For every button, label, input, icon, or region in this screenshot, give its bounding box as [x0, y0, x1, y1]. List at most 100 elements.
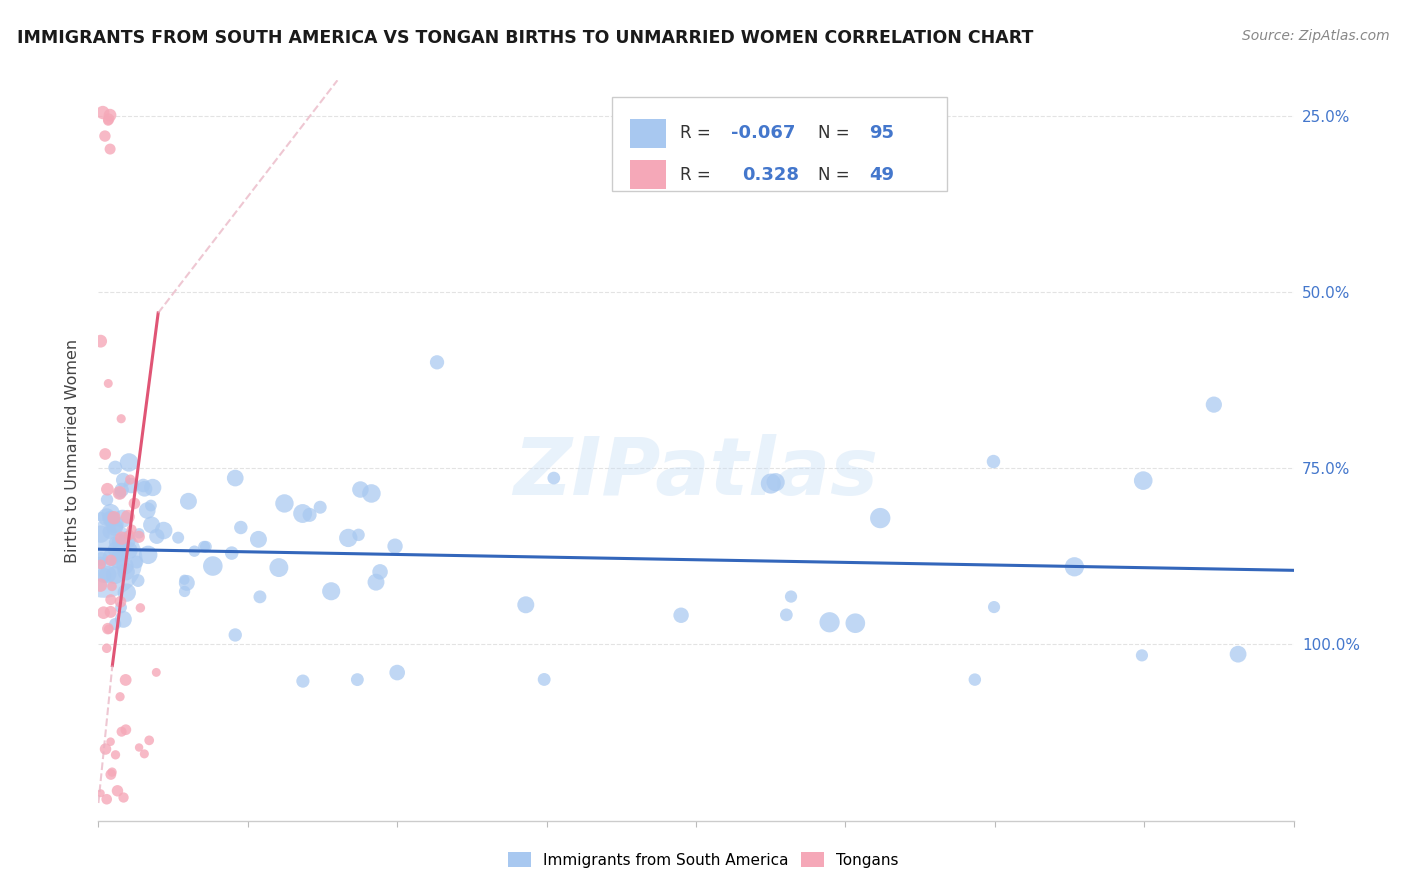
- Point: [134, 747, 156, 761]
- Point: [136, 548, 159, 562]
- Point: [173, 584, 195, 599]
- Text: IMMIGRANTS FROM SOUTH AMERICA VS TONGAN BIRTHS TO UNMARRIED WOMEN CORRELATION CH: IMMIGRANTS FROM SOUTH AMERICA VS TONGAN …: [17, 29, 1033, 47]
- Point: [100, 592, 122, 607]
- Point: [291, 507, 314, 521]
- Point: [125, 555, 148, 569]
- Point: [114, 673, 136, 687]
- Point: [112, 612, 135, 626]
- Point: [108, 690, 131, 704]
- Point: [103, 510, 125, 524]
- Point: [111, 483, 134, 497]
- Point: [94, 742, 117, 756]
- Point: [221, 546, 243, 560]
- Point: [90, 558, 112, 572]
- Point: [146, 529, 169, 543]
- Point: [426, 355, 449, 369]
- Point: [96, 510, 118, 524]
- Point: [360, 486, 382, 500]
- Point: [132, 478, 155, 492]
- Point: [128, 740, 150, 755]
- FancyBboxPatch shape: [613, 96, 948, 191]
- Point: [110, 549, 132, 563]
- Point: [111, 531, 134, 545]
- Point: [298, 508, 321, 522]
- Point: [229, 520, 252, 534]
- Point: [104, 520, 127, 534]
- Point: [110, 595, 132, 609]
- Point: [94, 447, 117, 461]
- Point: [90, 334, 112, 348]
- Point: [129, 600, 152, 615]
- Point: [337, 531, 360, 545]
- Point: [346, 673, 368, 687]
- Point: [97, 622, 120, 636]
- Point: [669, 608, 692, 623]
- Point: [101, 579, 124, 593]
- Text: 95: 95: [869, 125, 894, 143]
- Point: [1063, 559, 1085, 574]
- Point: [142, 481, 165, 495]
- Point: [224, 628, 246, 642]
- Point: [108, 486, 131, 500]
- Point: [515, 598, 537, 612]
- Point: [97, 113, 120, 128]
- Text: R =: R =: [681, 166, 721, 184]
- Point: [93, 568, 115, 582]
- Point: [89, 578, 111, 592]
- Point: [114, 558, 136, 573]
- Point: [104, 568, 127, 582]
- Point: [134, 482, 156, 496]
- Point: [869, 511, 891, 525]
- Text: R =: R =: [681, 125, 717, 143]
- Point: [101, 512, 124, 526]
- Point: [309, 500, 332, 515]
- Point: [120, 473, 142, 487]
- Point: [983, 454, 1005, 468]
- Point: [128, 530, 150, 544]
- Text: -0.067: -0.067: [731, 125, 794, 143]
- Point: [117, 509, 139, 524]
- Point: [93, 553, 115, 567]
- Point: [247, 533, 270, 547]
- Point: [120, 478, 142, 492]
- Point: [115, 585, 138, 599]
- Point: [104, 460, 127, 475]
- Point: [364, 575, 387, 590]
- Point: [963, 673, 986, 687]
- Point: [97, 112, 120, 127]
- Point: [384, 539, 406, 553]
- Point: [167, 531, 190, 545]
- Point: [100, 514, 122, 528]
- Point: [385, 665, 409, 680]
- Point: [115, 723, 138, 737]
- Text: Source: ZipAtlas.com: Source: ZipAtlas.com: [1241, 29, 1389, 44]
- Point: [104, 617, 127, 632]
- Point: [108, 534, 131, 549]
- Point: [347, 528, 370, 542]
- Point: [1202, 398, 1225, 412]
- Point: [118, 455, 141, 469]
- Point: [145, 665, 167, 680]
- FancyBboxPatch shape: [630, 120, 666, 147]
- Point: [100, 767, 122, 781]
- Point: [201, 559, 224, 574]
- Point: [90, 527, 112, 541]
- Text: ZIPatlas: ZIPatlas: [513, 434, 879, 512]
- Point: [127, 574, 149, 588]
- Point: [780, 590, 803, 604]
- Point: [98, 524, 121, 539]
- Point: [194, 540, 217, 554]
- Point: [1132, 474, 1154, 488]
- Point: [98, 142, 121, 156]
- Point: [110, 411, 132, 425]
- Point: [112, 790, 135, 805]
- Point: [765, 475, 787, 490]
- Point: [1130, 648, 1153, 663]
- Point: [108, 548, 131, 562]
- Point: [273, 496, 295, 510]
- Point: [543, 471, 565, 485]
- Point: [152, 524, 174, 538]
- Point: [96, 482, 118, 496]
- Point: [349, 483, 371, 497]
- Point: [110, 724, 132, 739]
